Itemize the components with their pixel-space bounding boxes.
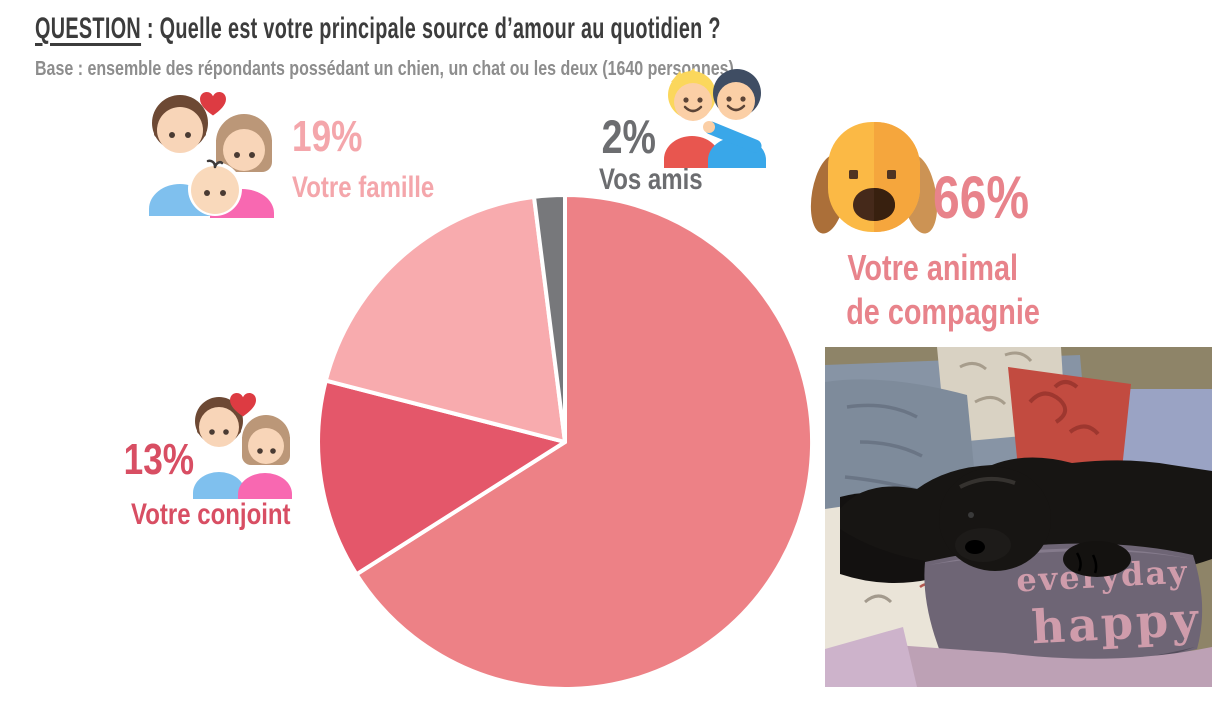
- conjoint-label: Votre conjoint: [131, 498, 291, 531]
- base-note: Base : ensemble des répondants possédant…: [35, 58, 734, 80]
- famille-label: Votre famille: [292, 171, 435, 204]
- pie-slice-amis: [532, 192, 567, 444]
- couple-icon: [193, 393, 293, 499]
- pie-slice-animal: [354, 193, 815, 691]
- sofa-seat: [825, 627, 1212, 687]
- pie-slice-famille: [323, 194, 567, 444]
- conjoint-pct: 13%: [123, 435, 194, 484]
- question-label: QUESTION: [35, 12, 142, 45]
- couple-man: [193, 397, 245, 499]
- amis-pct: 2%: [601, 110, 656, 163]
- family-icon: [147, 90, 280, 218]
- pie-slice-conjoint: [316, 378, 567, 577]
- dog-on-sofa-photo: everyday happy: [825, 347, 1212, 687]
- label-famille: 19% Votre famille: [292, 115, 470, 203]
- page-title: QUESTION : Quelle est votre principale s…: [35, 12, 1074, 46]
- animal-pct: 66%: [933, 164, 1030, 231]
- couple-woman: [238, 415, 292, 499]
- famille-pct: 19%: [292, 112, 363, 161]
- question-text: : Quelle est votre principale source d’a…: [141, 12, 721, 45]
- friends-icon: [659, 68, 771, 168]
- friend-right: [703, 69, 766, 168]
- pie-chart: [310, 187, 820, 697]
- family-woman: [210, 114, 274, 218]
- pillow-text-line2: happy: [1030, 592, 1202, 655]
- family-baby: [188, 159, 242, 216]
- friend-left: [664, 68, 720, 168]
- animal-label: Votre animal de compagnie: [846, 247, 1040, 332]
- family-man: [149, 95, 211, 216]
- dog-icon: [810, 118, 938, 244]
- amis-label: Vos amis: [599, 163, 703, 196]
- black-dog-head: [939, 467, 1131, 577]
